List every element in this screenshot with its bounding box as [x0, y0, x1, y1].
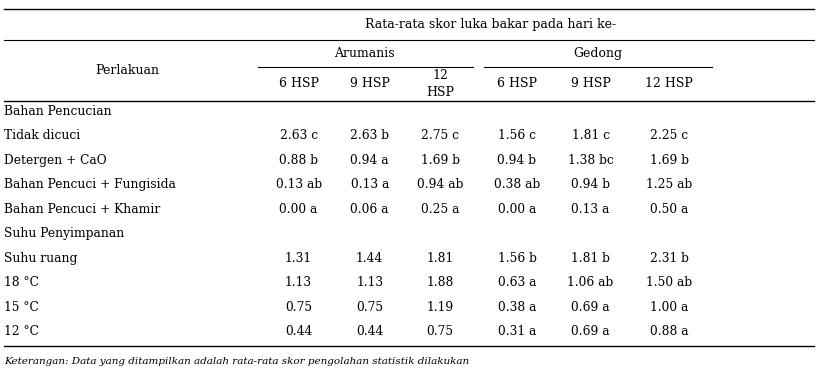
Text: 2.63 c: 2.63 c	[280, 129, 317, 142]
Text: 0.69 a: 0.69 a	[571, 301, 610, 314]
Text: 1.81 b: 1.81 b	[571, 252, 610, 265]
Text: 1.56 b: 1.56 b	[497, 252, 537, 265]
Text: 2.75 c: 2.75 c	[421, 129, 459, 142]
Text: 1.81 c: 1.81 c	[572, 129, 609, 142]
Text: 0.63 a: 0.63 a	[497, 276, 537, 289]
Text: 6 HSP: 6 HSP	[497, 77, 537, 90]
Text: Arumanis: Arumanis	[335, 47, 395, 60]
Text: 0.00 a: 0.00 a	[498, 203, 536, 216]
Text: 0.44: 0.44	[285, 325, 312, 338]
Text: 0.38 ab: 0.38 ab	[494, 178, 540, 191]
Text: 2.31 b: 2.31 b	[649, 252, 689, 265]
Text: 1.88: 1.88	[426, 276, 454, 289]
Text: 0.94 b: 0.94 b	[571, 178, 610, 191]
Text: 0.31 a: 0.31 a	[498, 325, 536, 338]
Text: 1.38 bc: 1.38 bc	[568, 154, 614, 167]
Text: 1.44: 1.44	[356, 252, 384, 265]
Text: 0.44: 0.44	[356, 325, 384, 338]
Text: 0.00 a: 0.00 a	[280, 203, 317, 216]
Text: Bahan Pencuci + Khamir: Bahan Pencuci + Khamir	[4, 203, 160, 216]
Text: 0.13 a: 0.13 a	[572, 203, 609, 216]
Text: 1.00 a: 1.00 a	[650, 301, 688, 314]
Text: 1.06 ab: 1.06 ab	[568, 276, 614, 289]
Text: 1.56 c: 1.56 c	[498, 129, 536, 142]
Text: 1.25 ab: 1.25 ab	[646, 178, 692, 191]
Text: Suhu ruang: Suhu ruang	[4, 252, 78, 265]
Text: Detergen + CaO: Detergen + CaO	[4, 154, 106, 167]
Text: 0.75: 0.75	[426, 325, 454, 338]
Text: 0.75: 0.75	[356, 301, 384, 314]
Text: 1.19: 1.19	[426, 301, 454, 314]
Text: 1.81: 1.81	[426, 252, 454, 265]
Text: 0.88 b: 0.88 b	[279, 154, 318, 167]
Text: 12 HSP: 12 HSP	[645, 77, 693, 90]
Text: 1.13: 1.13	[356, 276, 384, 289]
Text: 0.94 a: 0.94 a	[350, 154, 389, 167]
Text: Tidak dicuci: Tidak dicuci	[4, 129, 80, 142]
Text: 1.69 b: 1.69 b	[649, 154, 689, 167]
Text: Perlakuan: Perlakuan	[95, 64, 159, 77]
Text: 0.50 a: 0.50 a	[650, 203, 688, 216]
Text: 0.94 ab: 0.94 ab	[417, 178, 463, 191]
Text: Bahan Pencuci + Fungisida: Bahan Pencuci + Fungisida	[4, 178, 176, 191]
Text: 9 HSP: 9 HSP	[350, 77, 389, 90]
Text: 18 °C: 18 °C	[4, 276, 39, 289]
Text: 12: 12	[432, 69, 448, 82]
Text: 1.31: 1.31	[285, 252, 312, 265]
Text: 0.38 a: 0.38 a	[497, 301, 537, 314]
Text: Gedong: Gedong	[573, 47, 622, 60]
Text: Keterangan: Data yang ditampilkan adalah rata-rata skor pengolahan statistik dil: Keterangan: Data yang ditampilkan adalah…	[4, 357, 470, 366]
Text: 6 HSP: 6 HSP	[279, 77, 318, 90]
Text: 1.69 b: 1.69 b	[420, 154, 460, 167]
Text: 2.25 c: 2.25 c	[650, 129, 688, 142]
Text: 0.13 ab: 0.13 ab	[276, 178, 321, 191]
Text: 0.94 b: 0.94 b	[497, 154, 537, 167]
Text: HSP: HSP	[426, 86, 454, 99]
Text: 0.75: 0.75	[285, 301, 312, 314]
Text: 0.88 a: 0.88 a	[649, 325, 689, 338]
Text: Bahan Pencucian: Bahan Pencucian	[4, 105, 112, 118]
Text: Suhu Penyimpanan: Suhu Penyimpanan	[4, 227, 124, 240]
Text: Rata-rata skor luka bakar pada hari ke-: Rata-rata skor luka bakar pada hari ke-	[366, 19, 616, 31]
Text: 1.13: 1.13	[285, 276, 312, 289]
Text: 15 °C: 15 °C	[4, 301, 38, 314]
Text: 0.13 a: 0.13 a	[351, 178, 389, 191]
Text: 2.63 b: 2.63 b	[350, 129, 389, 142]
Text: 12 °C: 12 °C	[4, 325, 39, 338]
Text: 9 HSP: 9 HSP	[571, 77, 610, 90]
Text: 0.06 a: 0.06 a	[350, 203, 389, 216]
Text: 0.69 a: 0.69 a	[571, 325, 610, 338]
Text: 0.25 a: 0.25 a	[420, 203, 460, 216]
Text: 1.50 ab: 1.50 ab	[646, 276, 692, 289]
